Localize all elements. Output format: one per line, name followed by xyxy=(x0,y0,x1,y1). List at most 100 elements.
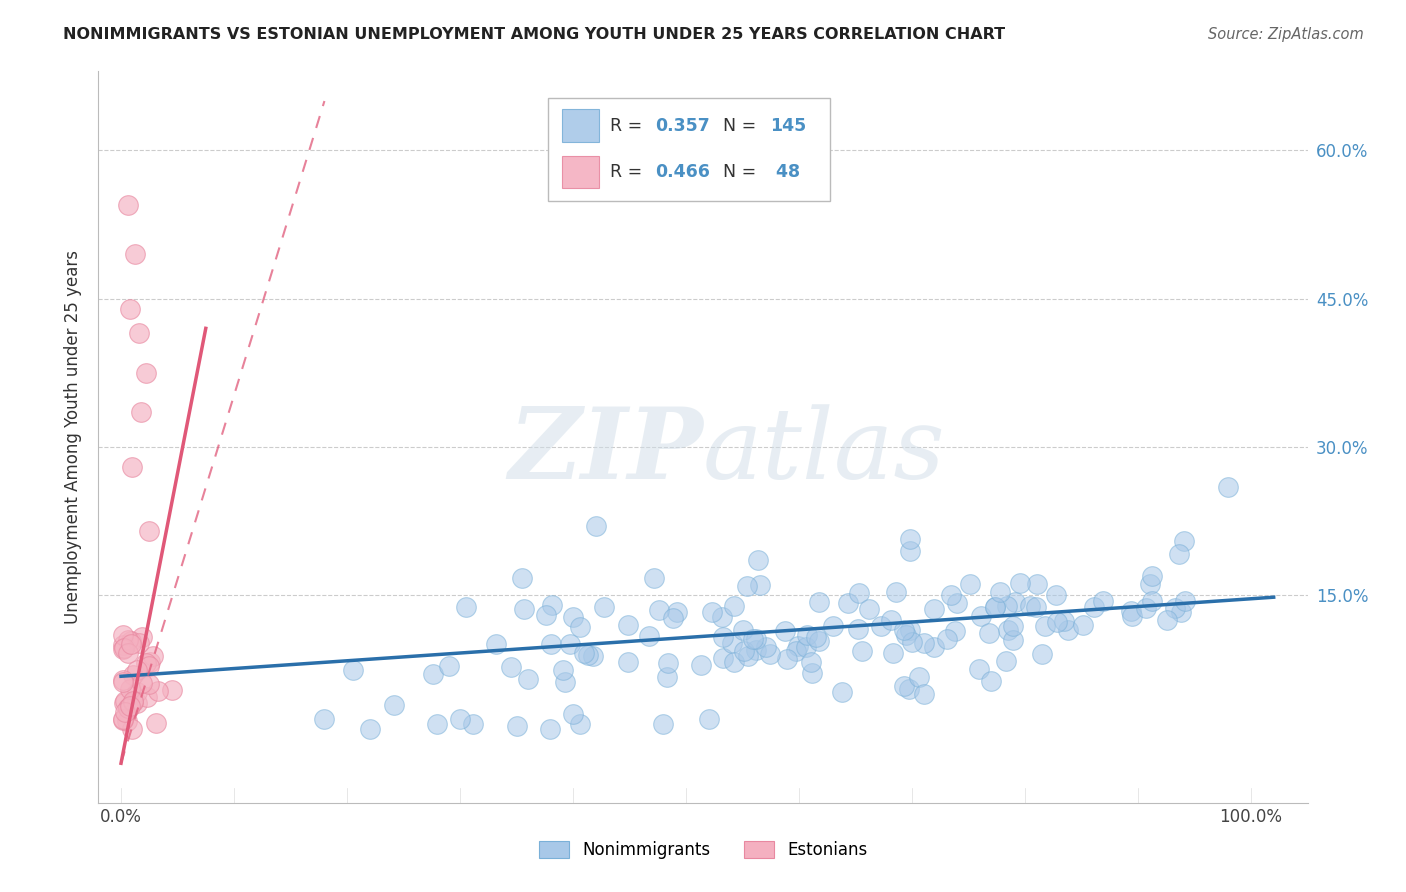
Bar xyxy=(562,155,599,188)
Point xyxy=(314,712,336,726)
Point xyxy=(1121,609,1143,624)
Point xyxy=(846,622,869,636)
Point xyxy=(967,662,990,676)
Point xyxy=(988,585,1011,599)
Point xyxy=(786,639,808,653)
Point xyxy=(901,635,924,649)
Point xyxy=(759,647,782,661)
Point xyxy=(735,579,758,593)
Text: R =: R = xyxy=(610,117,648,135)
Point xyxy=(959,577,981,591)
Point xyxy=(131,630,153,644)
Point xyxy=(1031,648,1053,662)
Point xyxy=(745,632,768,647)
Point xyxy=(138,676,160,690)
Point xyxy=(711,610,734,624)
Point xyxy=(517,673,540,687)
Point xyxy=(593,599,616,614)
Point xyxy=(775,652,797,666)
Point xyxy=(690,658,713,673)
Point xyxy=(115,714,138,728)
Point xyxy=(142,649,165,664)
Text: Source: ZipAtlas.com: Source: ZipAtlas.com xyxy=(1208,27,1364,42)
Point xyxy=(422,666,444,681)
Text: ZIP: ZIP xyxy=(508,403,703,500)
Point xyxy=(112,674,135,689)
Point xyxy=(731,623,754,637)
Point xyxy=(510,571,533,585)
Point xyxy=(1033,619,1056,633)
Point xyxy=(112,628,135,642)
Point xyxy=(647,603,669,617)
Point xyxy=(638,628,661,642)
Point xyxy=(554,674,576,689)
Point xyxy=(894,628,917,642)
Point xyxy=(160,682,183,697)
Point xyxy=(1173,534,1195,549)
Point xyxy=(121,695,143,709)
Point xyxy=(1045,588,1067,602)
Point xyxy=(1218,479,1240,493)
Point xyxy=(922,601,945,615)
Point xyxy=(893,680,915,694)
Point xyxy=(997,624,1019,638)
Point xyxy=(131,675,153,690)
Point xyxy=(1164,601,1187,615)
Text: N =: N = xyxy=(723,163,762,181)
Point xyxy=(1019,599,1042,613)
Point xyxy=(741,632,763,647)
Point xyxy=(808,595,831,609)
Point xyxy=(112,638,135,652)
Point xyxy=(984,599,1007,614)
Point xyxy=(541,598,564,612)
Point xyxy=(697,712,720,726)
Point xyxy=(662,611,685,625)
Point xyxy=(135,366,157,380)
Point xyxy=(117,646,139,660)
Point xyxy=(437,658,460,673)
Point xyxy=(755,640,778,654)
Point xyxy=(1046,615,1069,629)
Point xyxy=(745,643,768,657)
Point xyxy=(977,626,1000,640)
Point xyxy=(122,668,145,682)
Point xyxy=(145,715,167,730)
Point xyxy=(1002,632,1025,647)
Point xyxy=(117,198,139,212)
Text: 48: 48 xyxy=(770,163,800,181)
Point xyxy=(112,673,135,687)
Point xyxy=(1083,600,1105,615)
Point xyxy=(733,644,755,658)
Point xyxy=(112,714,135,728)
Point xyxy=(970,609,993,624)
Point xyxy=(617,618,640,632)
Point xyxy=(1168,547,1191,561)
Point xyxy=(114,705,136,719)
Point xyxy=(131,405,153,419)
Point xyxy=(1174,594,1197,608)
Point xyxy=(114,694,136,708)
Point xyxy=(449,712,471,726)
Point xyxy=(127,664,149,678)
Point xyxy=(711,651,734,665)
Point xyxy=(135,690,157,705)
Point xyxy=(505,719,527,733)
Point xyxy=(879,613,901,627)
Point xyxy=(898,532,921,546)
Point xyxy=(898,543,921,558)
Point xyxy=(138,655,160,669)
Point xyxy=(898,681,921,696)
Text: 0.466: 0.466 xyxy=(655,163,710,181)
Point xyxy=(538,722,561,736)
Point xyxy=(112,712,135,726)
Point xyxy=(112,640,135,655)
Point xyxy=(125,685,148,699)
Point xyxy=(994,654,1017,668)
Point xyxy=(121,722,143,736)
Point xyxy=(1170,605,1192,619)
Point xyxy=(118,700,141,714)
Point xyxy=(112,696,135,710)
Point xyxy=(943,624,966,638)
Point xyxy=(120,637,142,651)
Point xyxy=(882,646,904,660)
